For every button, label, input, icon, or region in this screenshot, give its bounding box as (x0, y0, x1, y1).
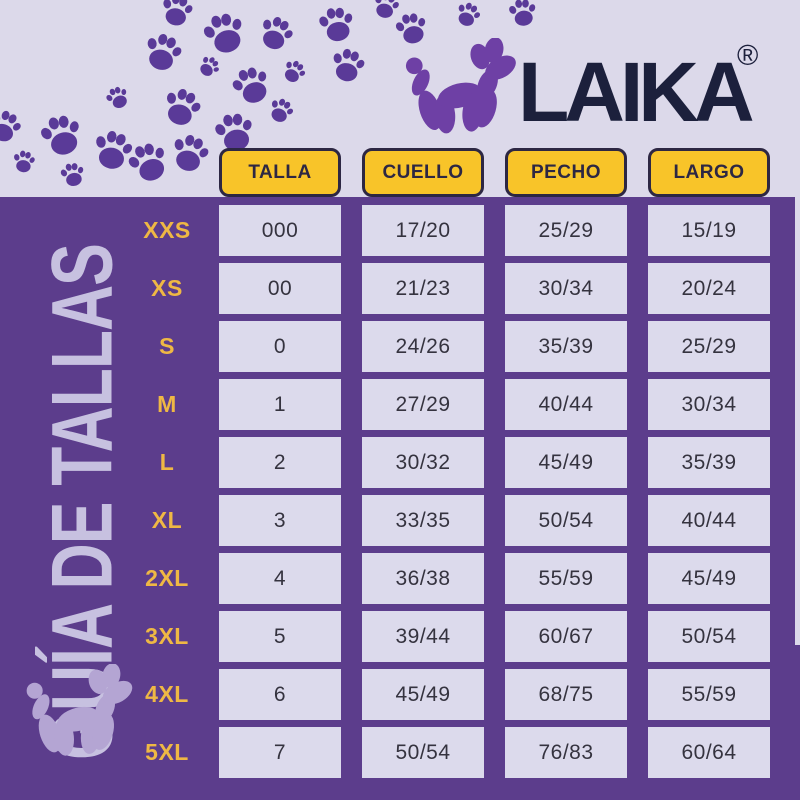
column-header-largo: LARGO (648, 148, 770, 197)
table-cell-pecho: 60/67 (505, 611, 627, 662)
row-size-label: 2XL (145, 565, 189, 591)
paw-print-icon (35, 109, 89, 163)
table-cell-largo: 45/49 (648, 553, 770, 604)
table-cell-talla: 00 (219, 263, 341, 314)
row-size-label: 5XL (145, 739, 189, 765)
row-size-label: L (159, 449, 175, 475)
table-cell-largo: 30/34 (648, 379, 770, 430)
table-cell-pecho: 68/75 (505, 669, 627, 720)
right-edge-strip (795, 197, 800, 645)
size-table: XXS 000 17/20 25/29 15/19 XS 00 21/23 30… (136, 205, 770, 778)
table-cell-largo: 35/39 (648, 437, 770, 488)
row-size-label: M (157, 391, 177, 417)
table-cell-pecho: 30/34 (505, 263, 627, 314)
paw-print-icon (138, 28, 187, 77)
column-header-talla: TALLA (219, 148, 341, 197)
table-cell-cuello: 24/26 (362, 321, 484, 372)
table-cell-talla: 2 (219, 437, 341, 488)
paw-print-icon (157, 0, 197, 31)
table-cell-talla: 4 (219, 553, 341, 604)
table-cell-cuello: 27/29 (362, 379, 484, 430)
row-size-label: 3XL (145, 623, 189, 649)
table-cell-cuello: 30/32 (362, 437, 484, 488)
paw-print-icon (102, 82, 134, 114)
paw-print-icon (506, 0, 540, 30)
row-size-label: 4XL (145, 681, 189, 707)
brand-name: LAIKA (518, 45, 755, 139)
row-size-label: XS (151, 275, 183, 301)
paw-print-icon (451, 0, 485, 32)
paw-print-icon (278, 56, 311, 89)
table-cell-cuello: 33/35 (362, 495, 484, 546)
table-cell-talla: 5 (219, 611, 341, 662)
paw-print-icon (327, 45, 370, 88)
table-cell-cuello: 50/54 (362, 727, 484, 778)
table-cell-largo: 50/54 (648, 611, 770, 662)
row-size-label: S (159, 333, 175, 359)
table-cell-pecho: 25/29 (505, 205, 627, 256)
table-cell-talla: 7 (219, 727, 341, 778)
table-cell-pecho: 55/59 (505, 553, 627, 604)
paw-print-icon (58, 160, 89, 191)
row-size-label: XL (151, 507, 183, 533)
balloon-dog-footer-icon (22, 664, 140, 762)
column-header-pecho: PECHO (505, 148, 627, 197)
table-cell-pecho: 45/49 (505, 437, 627, 488)
table-cell-pecho: 76/83 (505, 727, 627, 778)
table-cell-largo: 60/64 (648, 727, 770, 778)
paw-print-icon (10, 148, 37, 175)
column-header-cuello: CUELLO (362, 148, 484, 197)
row-size-label: XXS (143, 217, 191, 243)
paw-print-icon (0, 105, 27, 149)
paw-print-icon (253, 11, 300, 58)
table-cell-pecho: 35/39 (505, 321, 627, 372)
table-cell-largo: 15/19 (648, 205, 770, 256)
table-cell-cuello: 36/38 (362, 553, 484, 604)
table-cell-talla: 0 (219, 321, 341, 372)
table-cell-pecho: 40/44 (505, 379, 627, 430)
table-cell-cuello: 17/20 (362, 205, 484, 256)
table-cell-pecho: 50/54 (505, 495, 627, 546)
table-cell-talla: 000 (219, 205, 341, 256)
table-header-row: TALLA CUELLO PECHO LARGO (136, 148, 770, 197)
table-cell-largo: 40/44 (648, 495, 770, 546)
table-cell-largo: 20/24 (648, 263, 770, 314)
table-cell-cuello: 21/23 (362, 263, 484, 314)
table-cell-talla: 3 (219, 495, 341, 546)
table-cell-largo: 25/29 (648, 321, 770, 372)
table-cell-cuello: 39/44 (362, 611, 484, 662)
table-cell-cuello: 45/49 (362, 669, 484, 720)
balloon-dog-logo-icon (400, 38, 525, 140)
paw-print-icon (315, 3, 359, 47)
table-cell-talla: 6 (219, 669, 341, 720)
registered-trademark: ® (737, 40, 759, 72)
table-cell-largo: 55/59 (648, 669, 770, 720)
table-cell-talla: 1 (219, 379, 341, 430)
paw-print-icon (157, 83, 207, 133)
